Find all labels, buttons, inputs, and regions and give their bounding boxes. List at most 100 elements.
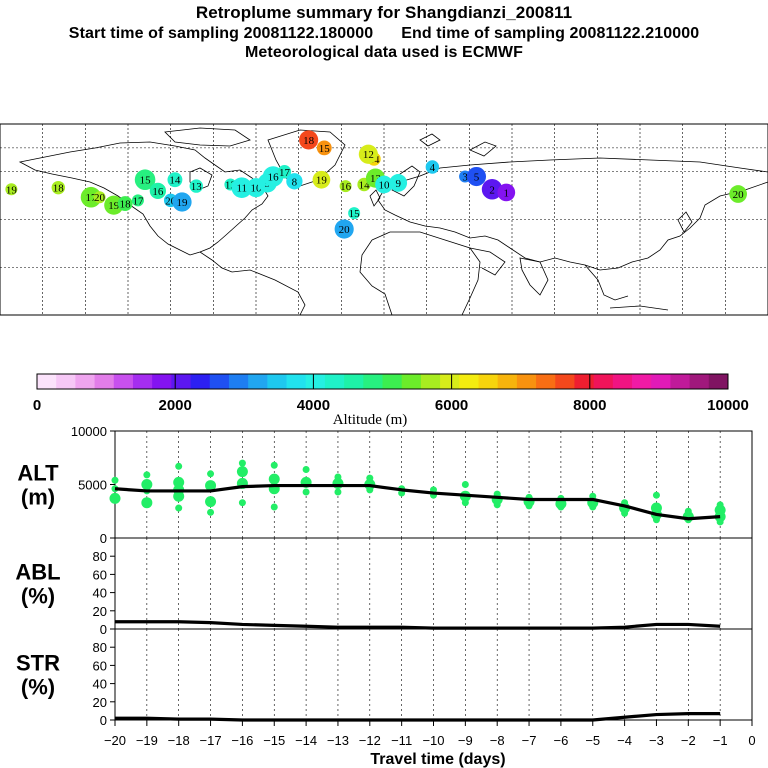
- plume-point-marker: [348, 207, 361, 220]
- plume-point-marker: [167, 172, 183, 188]
- altitude-point: [652, 491, 660, 499]
- plume-point-label: 15: [349, 208, 361, 220]
- colorbar-tick-label: 10000: [707, 397, 749, 414]
- colorbar-cell: [670, 374, 691, 389]
- altitude-point: [589, 503, 597, 511]
- altitude-point: [236, 466, 248, 478]
- plume-point-marker: [425, 160, 440, 174]
- coastline-british-isles: [369, 189, 381, 207]
- altitude-point: [493, 501, 501, 509]
- altitude-point: [302, 466, 310, 474]
- coastline-svalbard: [419, 133, 441, 147]
- x-tick-label: −19: [136, 733, 158, 748]
- plume-point-label: 18: [120, 199, 132, 211]
- colorbar-tick-label: 4000: [297, 397, 330, 414]
- time-series-panels: 0500010000ALT(m)020406080ABL(%)020406080…: [15, 424, 753, 728]
- colorbar-tick-label: 8000: [573, 397, 606, 414]
- colorbar-cell: [344, 374, 364, 389]
- colorbar-tick-label: 2000: [159, 397, 192, 414]
- colorbar-cell: [651, 374, 671, 389]
- plume-point: 17: [131, 194, 144, 207]
- colorbar-cell: [689, 374, 710, 389]
- plume-point: 14: [167, 172, 183, 188]
- plume-point-label: 19: [6, 184, 18, 196]
- x-tick-label: 0: [748, 733, 755, 748]
- map-graticule: [0, 124, 768, 315]
- plume-point-marker: [51, 180, 66, 195]
- sampling-times: Start time of sampling 20081122.180000 En…: [0, 24, 768, 43]
- plume-point: 15: [316, 140, 332, 156]
- panel-str: 0 20 40 60 80 STR(%): [16, 628, 753, 728]
- colorbar-cell: [228, 374, 249, 389]
- x-tick-label: −5: [585, 733, 600, 748]
- plume-point-label: 13: [370, 173, 382, 185]
- plume-point-label: 10: [379, 179, 391, 191]
- plume-point-label: 12: [363, 149, 374, 161]
- y-tick-label: 60: [93, 658, 107, 673]
- plume-point-marker: [389, 174, 408, 192]
- y-tick-label: 0: [100, 713, 107, 728]
- plume-point-marker: [172, 192, 192, 212]
- altitude-point: [268, 473, 280, 485]
- altitude-point: [716, 518, 724, 526]
- plume-point-label: 4: [430, 162, 436, 174]
- map-panel: 1918172019181715161420191312111091617818…: [0, 123, 768, 316]
- plume-point: 1: [497, 183, 516, 202]
- x-tick-label: −9: [458, 733, 473, 748]
- plume-point: 20: [334, 219, 354, 239]
- met-data-label: Meteorological data used is ECMWF: [244, 44, 523, 61]
- x-tick-label: −7: [522, 733, 537, 748]
- plume-point-label: 17: [279, 167, 291, 179]
- plume-point-marker: [93, 191, 106, 204]
- plume-point-label: 16: [268, 172, 280, 184]
- y-tick-label: 0: [100, 531, 107, 546]
- plume-point-marker: [358, 144, 378, 164]
- y-tick-label: 80: [93, 640, 107, 655]
- plume-point-label: 1: [504, 187, 510, 199]
- coastline-southeast-asia: [584, 264, 629, 301]
- altitude-point: [238, 499, 246, 507]
- x-tick-label: −13: [327, 733, 349, 748]
- plume-point: 10: [375, 175, 393, 194]
- plume-point: 4: [425, 160, 440, 174]
- plume-point-label: 19: [316, 175, 328, 187]
- x-tick-label: −14: [295, 733, 317, 748]
- coastline-arctic-islands: [164, 127, 251, 147]
- coastline-africa-west: [359, 239, 393, 316]
- plume-point: 13: [189, 179, 203, 193]
- panel-unit-label: (%): [21, 675, 55, 700]
- colorbar-cell: [612, 374, 633, 389]
- x-tick-label: −20: [104, 733, 126, 748]
- altitude-point: [270, 461, 278, 469]
- plume-point-label: 17: [86, 192, 98, 204]
- plume-point: 17: [80, 186, 102, 208]
- plume-point-marker: [466, 166, 487, 187]
- plume-point-label: 11: [236, 183, 247, 195]
- y-tick-label: 80: [93, 549, 107, 564]
- series-line: [115, 712, 721, 722]
- plume-point-marker: [286, 173, 303, 190]
- plume-point: 18: [51, 180, 66, 195]
- altitude-point: [652, 516, 660, 524]
- plume-point-label: 16: [152, 186, 164, 198]
- plume-point: 17: [277, 165, 292, 179]
- colorbar-cell: [632, 374, 652, 389]
- colorbar-cell: [152, 374, 172, 389]
- colorbar-cell: [593, 374, 614, 389]
- panel-label: STR: [16, 651, 60, 676]
- colorbar-cells: [37, 374, 729, 389]
- plume-point-label: 18: [303, 135, 315, 147]
- altitude-point: [302, 488, 310, 496]
- plume-point-marker: [497, 183, 516, 202]
- plume-point-label: 14: [169, 175, 181, 187]
- x-axis: −20 −19 −18 −17 −16 −15 −14 −13 −12 −11 −10 −9 −8 −7−…: [104, 720, 756, 748]
- colorbar-cell: [478, 374, 499, 389]
- plume-point-marker: [316, 140, 332, 156]
- start-time-label: Start time of sampling 20081122.180000: [68, 25, 374, 42]
- coastline-scandinavia: [391, 165, 421, 197]
- plume-point: 16: [339, 180, 352, 193]
- plume-point: 19: [5, 183, 17, 196]
- plume-point-label: 13: [191, 181, 203, 193]
- plume-point: 18: [117, 196, 133, 212]
- colorbar-cell: [420, 374, 441, 389]
